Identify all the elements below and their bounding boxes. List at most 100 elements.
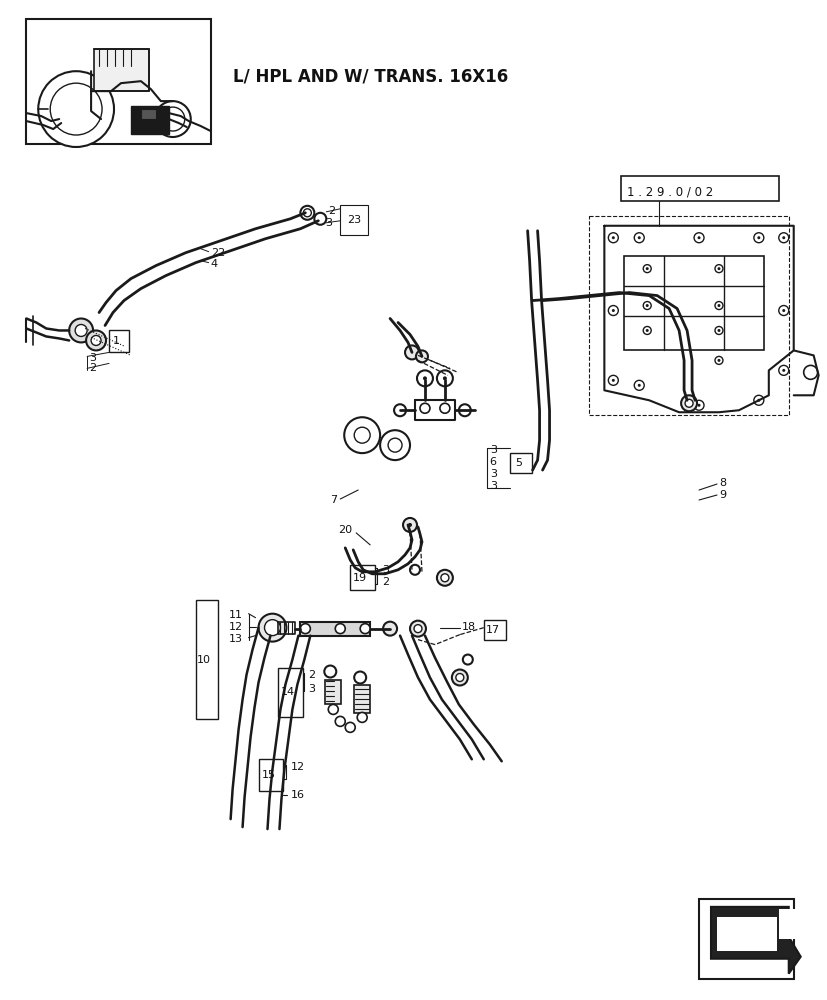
Circle shape [757,399,759,402]
Text: 12: 12 [290,762,304,772]
Circle shape [360,624,370,634]
Text: 12: 12 [228,622,242,632]
Circle shape [344,417,380,453]
Text: 16: 16 [290,790,304,800]
Circle shape [345,722,355,732]
Text: 3: 3 [325,218,332,228]
Text: 9: 9 [718,490,725,500]
Circle shape [417,370,433,386]
Circle shape [608,233,618,243]
Bar [354,685,370,713]
Circle shape [452,670,467,685]
Circle shape [643,326,650,334]
Circle shape [155,101,190,137]
Circle shape [717,359,719,362]
Circle shape [423,376,427,380]
Bar [340,205,368,235]
Bar [94,49,149,91]
Circle shape [404,345,418,359]
Text: 14: 14 [280,687,294,697]
Circle shape [803,365,816,379]
Circle shape [645,304,648,307]
Circle shape [356,712,366,722]
Circle shape [717,304,719,307]
Circle shape [409,565,419,575]
Circle shape [633,233,643,243]
Bar [131,106,169,134]
Text: 19: 19 [352,573,367,583]
Bar [195,600,218,719]
Text: 3: 3 [489,481,496,491]
Text: 2: 2 [381,577,389,587]
Circle shape [633,380,643,390]
Circle shape [408,523,412,527]
Circle shape [778,233,788,243]
Text: 6: 6 [489,457,496,467]
Circle shape [782,236,784,239]
Circle shape [782,309,784,312]
Circle shape [415,350,428,362]
Circle shape [611,379,614,382]
Bar [278,668,303,717]
Circle shape [335,716,345,726]
Circle shape [608,375,618,385]
Bar [300,622,370,636]
Text: 7: 7 [330,495,337,505]
Text: 15: 15 [261,770,275,780]
Bar [26,19,210,144]
Polygon shape [778,909,798,939]
Circle shape [327,704,338,714]
Bar [589,216,788,415]
Circle shape [437,570,452,586]
Circle shape [258,614,286,642]
Circle shape [69,319,93,342]
Text: 20: 20 [338,525,352,535]
Circle shape [643,265,650,273]
Circle shape [715,302,722,310]
Circle shape [681,395,696,411]
Circle shape [75,324,87,336]
Circle shape [456,674,463,681]
Circle shape [383,622,397,636]
Circle shape [300,624,310,634]
Circle shape [715,326,722,334]
Text: 3: 3 [489,445,496,455]
Bar [483,620,505,640]
Text: 8: 8 [718,478,725,488]
Circle shape [778,306,788,316]
Circle shape [717,329,719,332]
Text: 2: 2 [327,206,335,216]
Circle shape [354,672,366,683]
Circle shape [696,236,700,239]
Circle shape [637,236,640,239]
Circle shape [611,309,614,312]
Circle shape [38,71,114,147]
Circle shape [693,233,703,243]
Text: 11: 11 [228,610,242,620]
Bar [141,109,155,119]
Circle shape [753,395,762,405]
Text: 1 . 2 9 . 0 / 0 2: 1 . 2 9 . 0 / 0 2 [627,185,713,198]
Circle shape [314,213,326,225]
Text: 10: 10 [197,655,210,665]
Circle shape [324,666,336,678]
Circle shape [684,399,692,407]
Circle shape [388,438,402,452]
Circle shape [696,404,700,407]
Circle shape [394,404,405,416]
Circle shape [645,329,648,332]
Circle shape [437,370,452,386]
Bar [620,176,778,201]
Circle shape [335,624,345,634]
Text: 22: 22 [210,248,225,258]
Circle shape [778,365,788,375]
Text: 2: 2 [89,363,96,373]
Circle shape [462,655,472,665]
Text: L/ HPL AND W/ TRANS. 16X16: L/ HPL AND W/ TRANS. 16X16 [232,67,507,85]
Bar [624,256,762,350]
Text: 1: 1 [112,336,119,346]
Circle shape [717,267,719,270]
Bar [350,565,375,590]
Circle shape [442,376,447,380]
Bar [325,680,341,704]
